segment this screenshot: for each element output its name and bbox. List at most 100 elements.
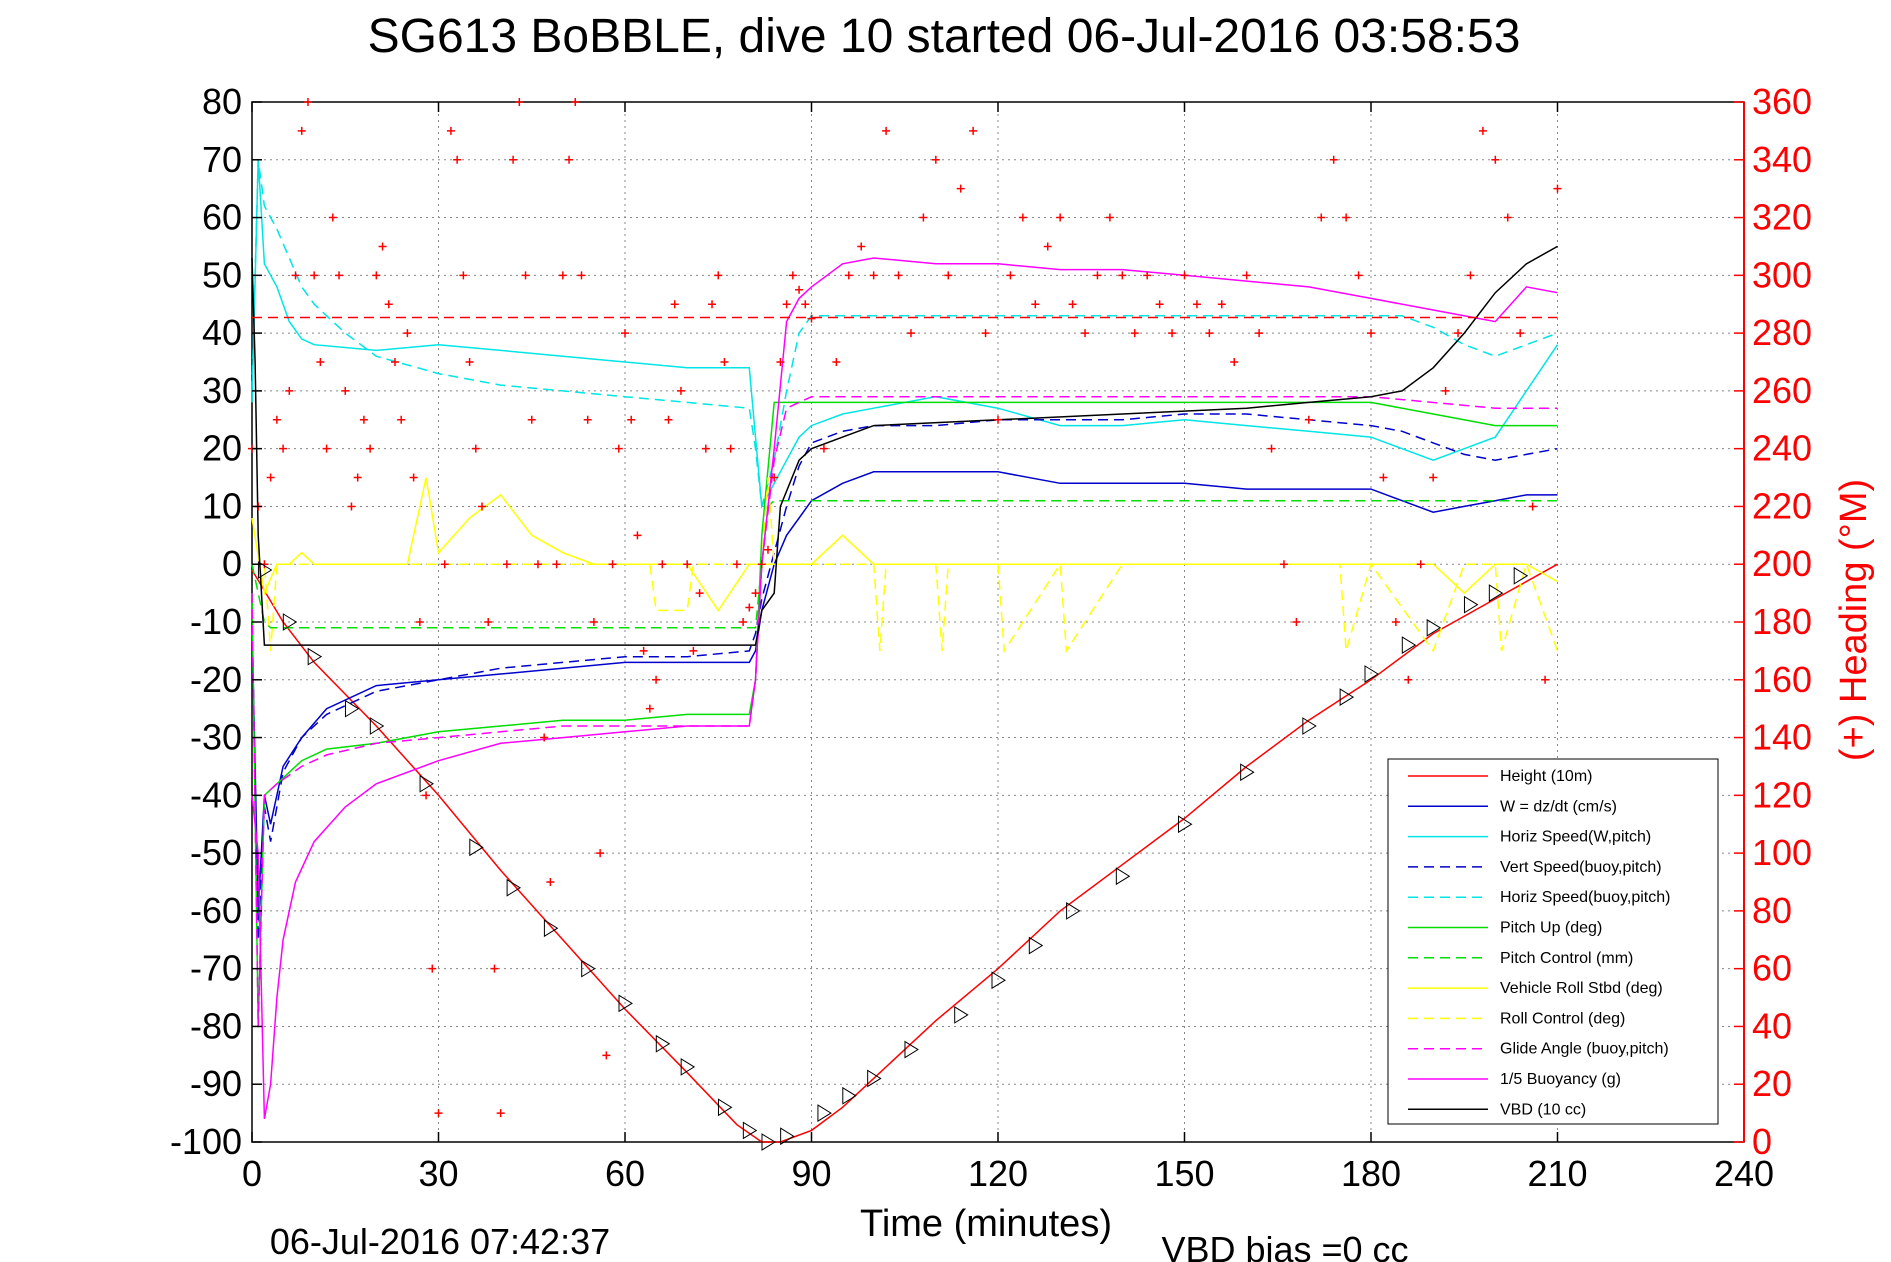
series-line (251, 395, 1558, 1027)
series-line (251, 257, 1558, 1120)
height-marker (618, 994, 633, 1013)
heading-marker (745, 603, 754, 612)
heading-marker (409, 473, 418, 482)
heading-marker (981, 329, 990, 338)
legend-label: Pitch Control (mm) (1500, 950, 1633, 967)
x-tick-label: 210 (1527, 1153, 1587, 1194)
heading-marker (565, 155, 574, 164)
chart-title: SG613 BoBBLE, dive 10 started 06-Jul-201… (368, 10, 1521, 63)
y-tick-label: 0 (222, 543, 242, 584)
heading-marker (788, 271, 797, 280)
heading-marker (1416, 560, 1425, 569)
heading-marker (1404, 675, 1413, 684)
x-tick-label: 60 (605, 1153, 645, 1194)
heading-marker (645, 704, 654, 713)
height-marker (780, 1127, 795, 1146)
height-marker (1302, 717, 1317, 735)
y2-tick-label: 140 (1752, 717, 1812, 758)
heading-marker (1143, 271, 1152, 280)
x-tick-label: 90 (791, 1153, 831, 1194)
heading-marker (1553, 184, 1562, 193)
heading-marker (621, 329, 629, 338)
heading-marker (1105, 213, 1114, 222)
y2-axis-label: (+) Heading (°M) (1833, 479, 1875, 761)
height-marker (369, 717, 385, 735)
heading-marker (341, 386, 350, 395)
heading-marker (633, 531, 642, 540)
heading-marker (1217, 300, 1226, 309)
heading-marker (546, 878, 555, 886)
heading-marker (353, 473, 362, 482)
heading-marker (428, 964, 437, 973)
y-tick-label: -30 (190, 717, 242, 758)
height-marker (1463, 595, 1479, 614)
y2-tick-label: 100 (1752, 832, 1812, 873)
heading-marker (1168, 329, 1177, 338)
y-tick-label: 50 (202, 254, 242, 295)
legend-label: W = dz/dt (cm/s) (1500, 798, 1617, 815)
heading-marker (521, 271, 530, 280)
heading-marker (956, 184, 965, 193)
y-tick-label: -20 (190, 659, 242, 700)
heading-marker (484, 618, 493, 626)
heading-marker (807, 314, 816, 323)
x-tick-label: 0 (242, 1153, 262, 1194)
legend-label: Pitch Up (deg) (1500, 920, 1602, 937)
height-marker (1115, 867, 1131, 886)
footer-timestamp: 06-Jul-2016 07:42:37 (270, 1221, 610, 1262)
axes-layer: 0 30 60 90 120 150 180 210 240-100-90-80-70-60-5… (170, 81, 1812, 1194)
heading-marker (1068, 300, 1077, 309)
y-tick-label: 40 (202, 312, 242, 353)
heading-marker (732, 560, 741, 569)
heading-marker (1230, 358, 1239, 366)
heading-marker (540, 733, 549, 742)
y2-tick-label: 200 (1752, 543, 1812, 584)
heading-marker (695, 589, 704, 598)
heading-marker (944, 271, 953, 280)
heading-marker (1528, 502, 1537, 511)
heading-marker (969, 126, 978, 135)
heading-marker (894, 271, 903, 280)
heading-marker (1242, 271, 1251, 280)
heading-marker (297, 126, 306, 135)
y-tick-label: -60 (190, 890, 242, 931)
series-line (251, 499, 1558, 629)
y2-tick-label: 260 (1752, 370, 1812, 411)
height-marker (680, 1057, 696, 1076)
heading-marker (664, 415, 673, 424)
height-marker (419, 774, 435, 793)
x-tick-label: 180 (1341, 1153, 1401, 1194)
height-marker (954, 1005, 969, 1024)
legend-label: VBD (10 cc) (1500, 1101, 1586, 1118)
heading-marker (1081, 329, 1090, 338)
heading-marker (1317, 213, 1326, 222)
heading-marker (496, 1109, 505, 1118)
heading-marker (1441, 386, 1450, 395)
heading-marker (844, 271, 853, 280)
height-marker (282, 613, 298, 631)
heading-marker (1503, 213, 1512, 222)
legend-label: 1/5 Buoyancy (g) (1500, 1071, 1621, 1088)
heading-marker (1192, 300, 1201, 309)
series-line (251, 159, 1558, 507)
heading-marker (589, 618, 598, 626)
heading-marker (328, 213, 337, 222)
heading-marker (1180, 271, 1189, 280)
heading-marker (366, 444, 375, 453)
heading-marker (857, 242, 866, 251)
y2-tick-label: 280 (1752, 312, 1812, 353)
heading-marker (720, 358, 729, 366)
y-tick-label: -50 (190, 832, 242, 873)
heading-marker (1205, 329, 1214, 338)
heading-marker (316, 358, 325, 366)
heading-marker (652, 675, 661, 684)
heading-marker (751, 589, 760, 598)
heading-marker (397, 415, 406, 424)
heading-marker (1541, 675, 1550, 684)
heading-marker (1031, 300, 1040, 309)
legend-label: Vehicle Roll Stbd (deg) (1500, 980, 1663, 997)
heading-marker (403, 329, 412, 338)
heading-marker (1279, 560, 1288, 569)
heading-marker (558, 271, 567, 280)
